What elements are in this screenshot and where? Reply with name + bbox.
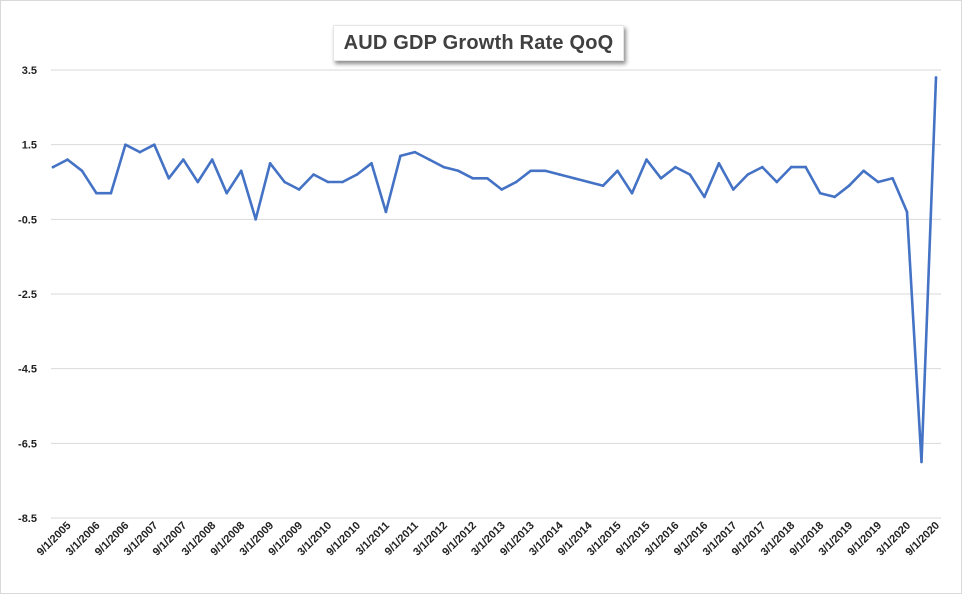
data-point bbox=[717, 162, 721, 165]
data-point bbox=[543, 169, 547, 173]
data-point bbox=[876, 180, 880, 184]
y-tick-label: 1.5 bbox=[22, 140, 37, 152]
data-point bbox=[862, 169, 865, 173]
data-point bbox=[674, 165, 677, 169]
y-tick-label: -6.5 bbox=[18, 438, 37, 450]
data-point bbox=[659, 176, 663, 180]
data-point bbox=[485, 176, 489, 180]
data-point bbox=[153, 143, 156, 146]
data-point bbox=[413, 150, 417, 154]
data-point bbox=[746, 173, 750, 176]
data-point bbox=[804, 165, 808, 169]
data-point bbox=[920, 460, 923, 464]
gridlines bbox=[51, 69, 941, 519]
y-axis-tick-labels: 3.5 1.5 -0.5 -2.5 -4.5 -6.5 -8.5 bbox=[18, 65, 37, 525]
data-point bbox=[847, 184, 851, 188]
data-point bbox=[500, 188, 504, 191]
data-point bbox=[891, 176, 894, 180]
data-point bbox=[934, 76, 938, 79]
data-point bbox=[341, 180, 344, 184]
data-point bbox=[66, 158, 69, 161]
y-tick-label: -8.5 bbox=[18, 513, 37, 525]
data-point bbox=[514, 180, 518, 184]
data-point bbox=[775, 180, 779, 184]
data-point bbox=[384, 210, 388, 214]
data-point bbox=[167, 176, 171, 180]
data-point bbox=[905, 210, 909, 214]
data-point bbox=[254, 218, 257, 221]
x-axis-tick-labels: 9/1/20053/1/20069/1/20063/1/20079/1/2007… bbox=[35, 519, 942, 558]
data-point bbox=[95, 191, 98, 195]
y-tick-label: -0.5 bbox=[18, 214, 37, 226]
data-point bbox=[442, 165, 446, 169]
series-line bbox=[51, 76, 938, 464]
data-point bbox=[312, 173, 315, 176]
data-point bbox=[370, 162, 373, 165]
data-point bbox=[630, 191, 634, 195]
data-point bbox=[732, 188, 735, 191]
data-point bbox=[239, 169, 243, 173]
series-group bbox=[51, 76, 938, 464]
data-point bbox=[818, 191, 822, 195]
chart-title: AUD GDP Growth Rate QoQ bbox=[343, 31, 614, 54]
data-point bbox=[645, 158, 648, 161]
data-point bbox=[109, 191, 113, 195]
data-point bbox=[529, 169, 532, 173]
data-point bbox=[587, 180, 590, 184]
data-point bbox=[616, 169, 619, 173]
data-point bbox=[558, 173, 561, 176]
chart-title-box: AUD GDP Growth Rate QoQ bbox=[333, 25, 624, 61]
data-point bbox=[703, 195, 706, 199]
data-point bbox=[268, 162, 272, 165]
y-tick-label: 3.5 bbox=[22, 65, 37, 77]
data-point bbox=[428, 158, 431, 161]
data-point bbox=[80, 169, 84, 173]
data-point bbox=[471, 176, 475, 180]
data-point bbox=[355, 173, 359, 176]
y-tick-label: -4.5 bbox=[18, 364, 37, 376]
data-point bbox=[601, 184, 605, 188]
data-point bbox=[399, 154, 402, 158]
data-point bbox=[789, 165, 793, 169]
data-point bbox=[457, 169, 460, 173]
data-point bbox=[760, 165, 764, 169]
data-point bbox=[688, 173, 692, 176]
data-point bbox=[51, 165, 55, 169]
data-point bbox=[138, 150, 142, 154]
data-point bbox=[297, 188, 301, 191]
data-point bbox=[283, 180, 286, 184]
y-tick-label: -2.5 bbox=[18, 289, 37, 301]
data-point bbox=[210, 158, 214, 161]
data-point bbox=[572, 176, 576, 180]
data-point bbox=[181, 158, 185, 161]
data-point bbox=[124, 143, 127, 146]
data-point bbox=[326, 180, 330, 184]
data-point bbox=[196, 180, 200, 184]
data-point bbox=[833, 195, 836, 199]
data-point bbox=[225, 191, 229, 195]
